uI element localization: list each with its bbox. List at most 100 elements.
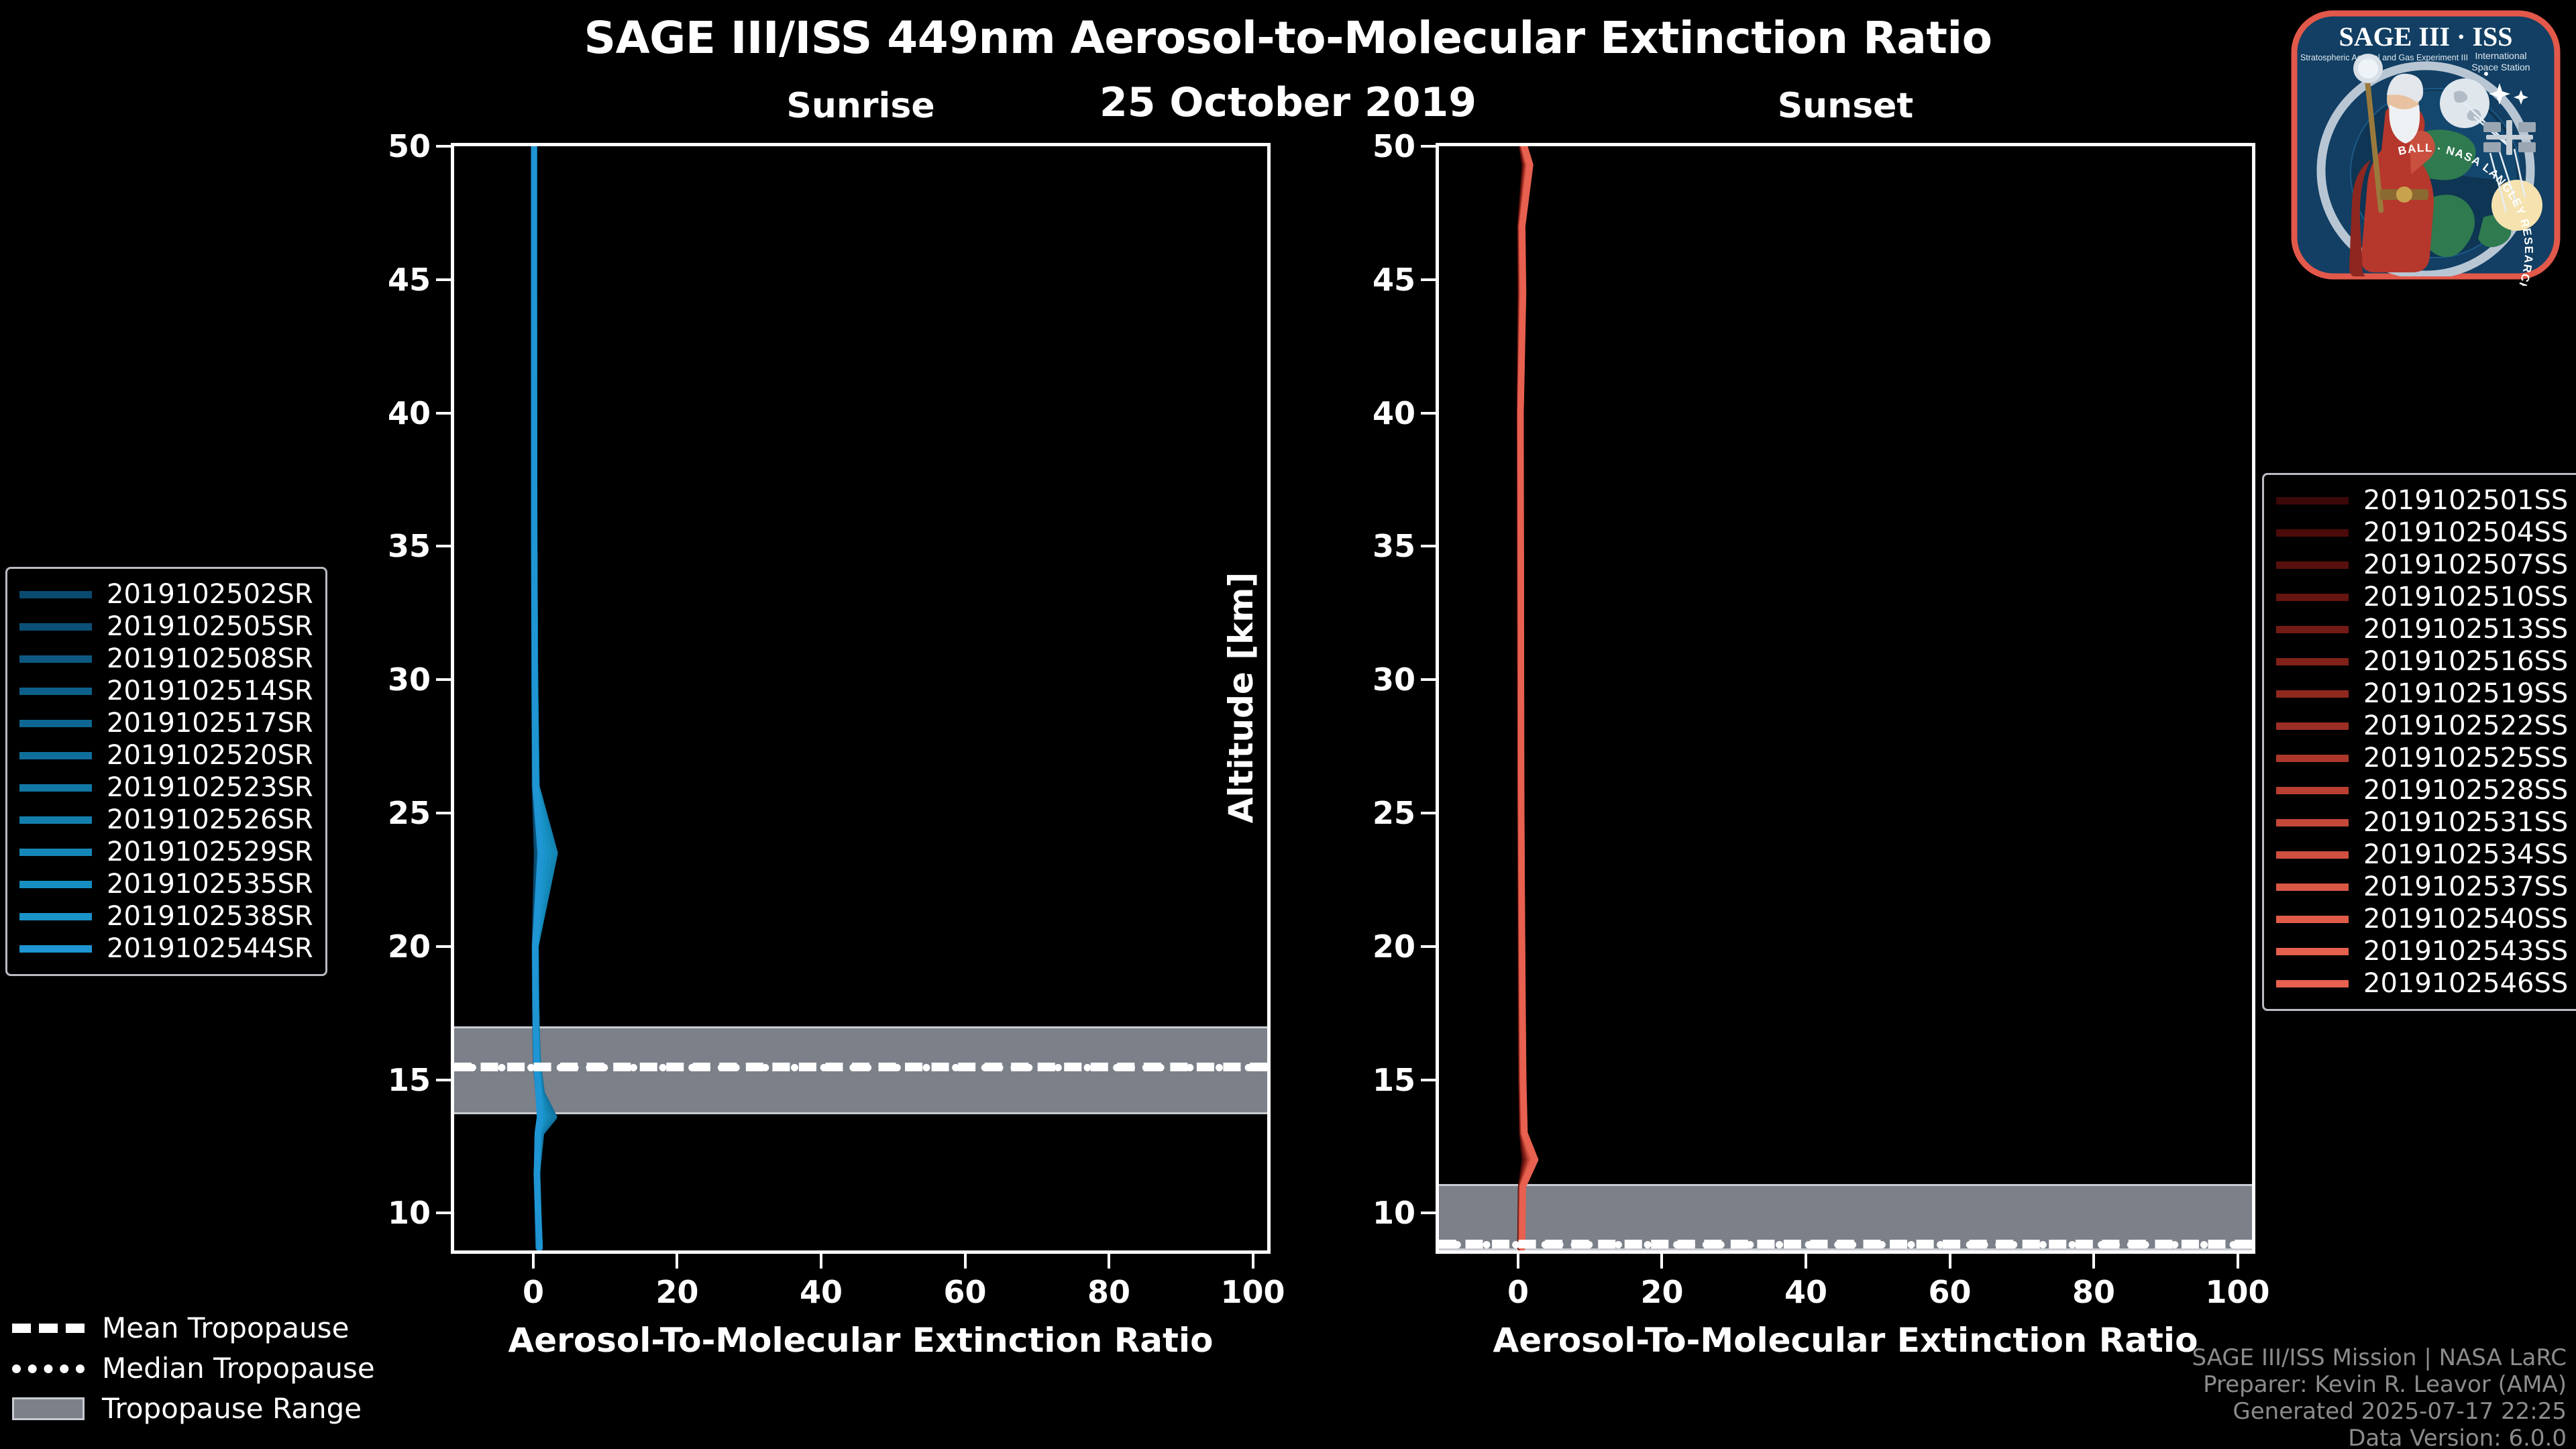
legend-item-sunset-event[interactable]: 2019102540SS — [2276, 903, 2568, 935]
legend-item-sunrise-event[interactable]: 2019102520SR — [19, 739, 313, 771]
legend-color-swatch — [19, 945, 92, 953]
legend-item-sunrise-event[interactable]: 2019102529SR — [19, 836, 313, 868]
legend-color-swatch — [2276, 496, 2349, 504]
y-tick-mark — [1421, 545, 1436, 548]
legend-item-sunset-event[interactable]: 2019102531SS — [2276, 806, 2568, 839]
legend-item-sunset-event[interactable]: 2019102513SS — [2276, 613, 2568, 645]
x-tick-mark — [963, 1254, 967, 1269]
x-tick-mark — [1251, 1254, 1254, 1269]
credits-block: SAGE III/ISS Mission | NASA LaRC Prepare… — [2192, 1344, 2567, 1449]
plot-area-sunset — [1439, 146, 2252, 1250]
x-tick-mark — [1516, 1254, 1519, 1269]
legend-color-swatch — [19, 719, 92, 727]
patch-subtitle-right-2: Space Station — [2471, 62, 2530, 72]
patch-ring — [2316, 61, 2535, 276]
legend-item-sunset-event[interactable]: 2019102501SS — [2276, 484, 2568, 517]
median-tropopause-line — [454, 1063, 1267, 1071]
legend-item-sunrise-event[interactable]: 2019102502SR — [19, 578, 313, 610]
legend-label: 2019102502SR — [107, 579, 313, 610]
x-tick-label: 40 — [1784, 1274, 1828, 1310]
legend-item-sunrise-event[interactable]: 2019102535SR — [19, 868, 313, 900]
dotted-line-icon — [12, 1364, 85, 1373]
legend-color-swatch — [2276, 690, 2349, 698]
y-tick-label: 30 — [1372, 661, 1415, 698]
patch-figure-sage — [2349, 54, 2435, 276]
y-tick-mark — [1421, 811, 1436, 814]
legend-label: 2019102529SR — [107, 837, 313, 867]
legend-item-sunset-event[interactable]: 2019102522SS — [2276, 710, 2568, 742]
legend-item-sunset-event[interactable]: 2019102519SS — [2276, 678, 2568, 710]
legend-item-sunrise-event[interactable]: 2019102508SR — [19, 643, 313, 675]
legend-label: 2019102540SS — [2363, 904, 2569, 934]
legend-item-sunset-event[interactable]: 2019102534SS — [2276, 839, 2568, 871]
y-tick-mark — [436, 145, 451, 148]
legend-label: 2019102538SR — [107, 901, 313, 932]
x-tick-label: 40 — [799, 1274, 843, 1310]
y-tick-label: 50 — [387, 128, 431, 164]
legend-item-sunset-event[interactable]: 2019102543SS — [2276, 935, 2568, 967]
legend-color-swatch — [2276, 915, 2349, 923]
y-tick-label: 10 — [387, 1195, 431, 1232]
legend-item-sunrise-event[interactable]: 2019102505SR — [19, 610, 313, 643]
legend-label: 2019102510SS — [2363, 582, 2569, 612]
legend-item-sunset-event[interactable]: 2019102507SS — [2276, 549, 2568, 581]
legend-sunrise[interactable]: 2019102502SR 2019102505SR 2019102508SR 2019… — [5, 567, 327, 976]
legend-label: 2019102514SR — [107, 676, 313, 706]
range-patch-icon — [12, 1397, 85, 1420]
legend-item-sunrise-event[interactable]: 2019102538SR — [19, 900, 313, 932]
x-tick-label: 100 — [2205, 1274, 2270, 1310]
legend-label-median-tropopause: Median Tropopause — [102, 1352, 375, 1385]
legend-label: 2019102501SS — [2363, 485, 2569, 516]
x-tick-label: 60 — [943, 1274, 987, 1310]
legend-item-sunrise-event[interactable]: 2019102514SR — [19, 675, 313, 707]
legend-item-sunrise-event[interactable]: 2019102526SR — [19, 804, 313, 836]
profile-lines-sunset — [1516, 146, 1539, 1250]
y-tick-label: 15 — [387, 1061, 431, 1098]
legend-color-swatch — [19, 751, 92, 759]
legend-label: 2019102517SR — [107, 708, 313, 739]
page-title: SAGE III/ISS 449nm Aerosol-to-Molecular … — [584, 12, 1992, 64]
legend-label: 2019102537SS — [2363, 871, 2569, 902]
y-tick-label: 45 — [387, 261, 431, 298]
y-tick-mark — [1421, 145, 1436, 148]
legend-color-swatch — [2276, 947, 2349, 955]
x-tick-label: 80 — [1087, 1274, 1131, 1310]
legend-label: 2019102516SS — [2363, 646, 2569, 677]
legend-item-sunset-event[interactable]: 2019102546SS — [2276, 967, 2568, 1000]
legend-color-swatch — [19, 848, 92, 856]
legend-label: 2019102534SS — [2363, 839, 2569, 870]
x-tick-label: 100 — [1220, 1274, 1285, 1310]
y-tick-label: 25 — [1372, 794, 1415, 831]
legend-item-sunset-event[interactable]: 2019102504SS — [2276, 517, 2568, 549]
legend-item-sunrise-event[interactable]: 2019102523SR — [19, 771, 313, 804]
y-tick-mark — [1421, 678, 1436, 682]
legend-item-sunset-event[interactable]: 2019102525SS — [2276, 742, 2568, 774]
credit-generated: Generated 2025-07-17 22:25 — [2233, 1398, 2567, 1426]
legend-label: 2019102535SR — [107, 869, 313, 900]
y-tick-label: 40 — [387, 394, 431, 431]
legend-sunset[interactable]: 2019102501SS 2019102504SS 2019102507SS 2019… — [2262, 473, 2576, 1011]
y-tick-label: 20 — [1372, 928, 1415, 965]
y-tick-mark — [436, 411, 451, 415]
legend-color-swatch — [2276, 754, 2349, 762]
x-tick-mark — [1660, 1254, 1664, 1269]
legend-item-sunset-event[interactable]: 2019102516SS — [2276, 645, 2568, 678]
legend-item-sunrise-event[interactable]: 2019102544SR — [19, 932, 313, 965]
y-tick-label: 35 — [387, 528, 431, 565]
legend-item-sunrise-event[interactable]: 2019102517SR — [19, 707, 313, 739]
median-tropopause-line — [1439, 1241, 2252, 1249]
y-axis-label-sunset: Altitude [km] — [1222, 572, 1260, 824]
panel-title-sunrise: Sunrise — [786, 86, 935, 126]
x-tick-mark — [1108, 1254, 1111, 1269]
legend-item-sunset-event[interactable]: 2019102510SS — [2276, 581, 2568, 613]
credit-data-version: Data Version: 6.0.0 — [2348, 1425, 2567, 1449]
x-tick-label: 0 — [522, 1274, 544, 1310]
legend-color-swatch — [2276, 786, 2349, 794]
y-tick-mark — [1421, 945, 1436, 948]
legend-item-sunset-event[interactable]: 2019102528SS — [2276, 774, 2568, 806]
legend-color-swatch — [2276, 657, 2349, 665]
legend-label-mean-tropopause: Mean Tropopause — [102, 1311, 350, 1344]
plot-sunset — [1436, 143, 2255, 1254]
legend-item-sunset-event[interactable]: 2019102537SS — [2276, 871, 2568, 903]
x-tick-label: 20 — [655, 1274, 699, 1310]
